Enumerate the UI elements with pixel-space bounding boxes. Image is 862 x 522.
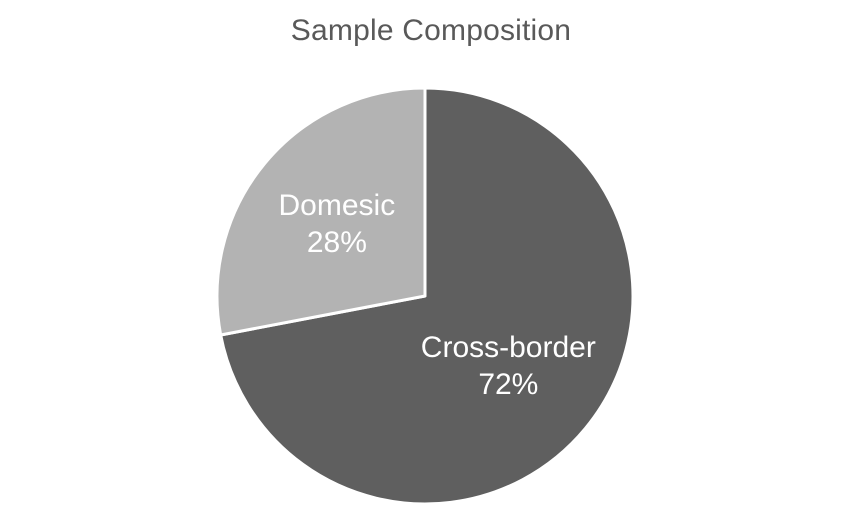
pie-labels: Cross-border 72% Domesic 28% bbox=[279, 189, 596, 401]
slice-label-cross-border: Cross-border 72% bbox=[421, 331, 596, 401]
slice-label-domesic: Domesic 28% bbox=[279, 189, 396, 259]
pie-slice-domesic bbox=[215, 86, 427, 337]
pie-slice-cross-border bbox=[219, 86, 635, 506]
slice-category-name: Cross-border bbox=[421, 331, 596, 364]
pie-slices bbox=[215, 86, 635, 506]
slice-percent: 28% bbox=[307, 226, 367, 259]
slice-percent: 72% bbox=[478, 368, 538, 401]
chart-title: Sample Composition bbox=[290, 14, 572, 47]
slice-category-name: Domesic bbox=[279, 189, 396, 222]
